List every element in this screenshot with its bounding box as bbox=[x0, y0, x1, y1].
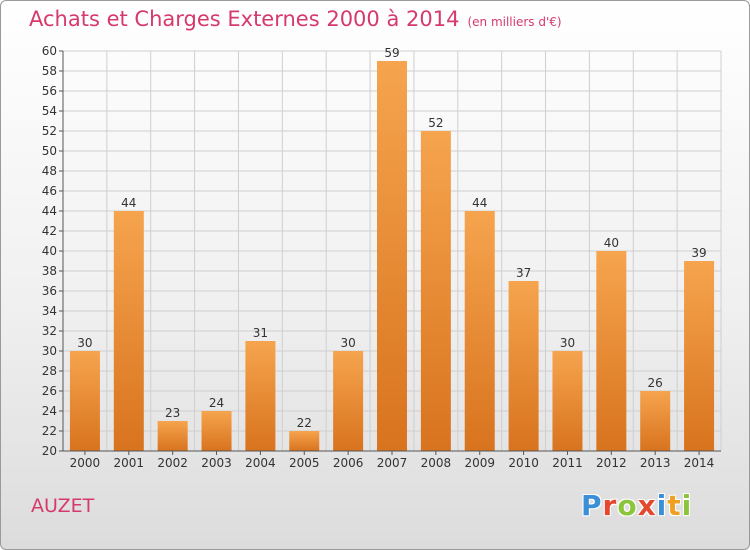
y-tick-label: 38 bbox=[42, 264, 57, 278]
y-tick-label: 42 bbox=[42, 224, 57, 238]
x-tick-label-2006: 2006 bbox=[333, 456, 364, 470]
data-label-2013: 26 bbox=[648, 376, 663, 390]
logo-letter: i bbox=[656, 489, 668, 522]
x-tick-label-2007: 2007 bbox=[377, 456, 408, 470]
y-tick-label: 26 bbox=[42, 384, 57, 398]
data-label-2004: 31 bbox=[253, 326, 268, 340]
y-tick-label: 36 bbox=[42, 284, 57, 298]
commune-name: AUZET bbox=[31, 495, 95, 517]
bar-2000 bbox=[69, 351, 100, 451]
x-tick-label-2012: 2012 bbox=[596, 456, 627, 470]
data-label-2002: 23 bbox=[165, 406, 180, 420]
bar-2005 bbox=[289, 431, 320, 451]
x-tick-label-2013: 2013 bbox=[640, 456, 671, 470]
data-labels: 30 44 23 24 31 22 30 59 52 44 37 30 40 26 39 bbox=[77, 46, 706, 430]
y-tick-label: 54 bbox=[42, 104, 57, 118]
y-tick-label: 48 bbox=[42, 164, 57, 178]
bar-2004 bbox=[245, 341, 276, 451]
x-tick-label-2008: 2008 bbox=[421, 456, 452, 470]
y-tick-label: 60 bbox=[42, 44, 57, 58]
logo-letter: o bbox=[617, 489, 638, 522]
bar-2010 bbox=[508, 281, 539, 451]
x-tick-label-2004: 2004 bbox=[245, 456, 276, 470]
bar-2006 bbox=[333, 351, 364, 451]
x-tick-label-2011: 2011 bbox=[552, 456, 583, 470]
x-tick-label-2003: 2003 bbox=[201, 456, 232, 470]
data-label-2009: 44 bbox=[472, 196, 487, 210]
data-label-2012: 40 bbox=[604, 236, 619, 250]
bar-2002 bbox=[157, 421, 188, 451]
logo-letter: r bbox=[602, 489, 618, 522]
bar-2012 bbox=[596, 251, 627, 451]
data-label-2010: 37 bbox=[516, 266, 531, 280]
data-label-2007: 59 bbox=[384, 46, 399, 60]
axes: 20 22 24 26 28 30 32 34 36 38 40 42 44 46 48 50 52 54 56 58… bbox=[42, 44, 721, 470]
logo-letter: i bbox=[681, 489, 693, 522]
bars bbox=[69, 61, 715, 451]
data-label-2008: 52 bbox=[428, 116, 443, 130]
x-tick-label-2009: 2009 bbox=[464, 456, 495, 470]
bar-2007 bbox=[377, 61, 407, 451]
y-tick-label: 24 bbox=[42, 404, 57, 418]
data-label-2005: 22 bbox=[297, 416, 312, 430]
data-label-2001: 44 bbox=[121, 196, 136, 210]
y-tick-label: 34 bbox=[42, 304, 57, 318]
data-label-2006: 30 bbox=[340, 336, 355, 350]
data-label-2000: 30 bbox=[77, 336, 92, 350]
bar-2003 bbox=[201, 411, 232, 451]
logo-letter: t bbox=[667, 489, 682, 522]
y-tick-label: 56 bbox=[42, 84, 57, 98]
y-tick-label: 50 bbox=[42, 144, 57, 158]
y-tick-label: 28 bbox=[42, 364, 57, 378]
bar-2013 bbox=[640, 391, 671, 451]
x-tick-label-2014: 2014 bbox=[684, 456, 715, 470]
data-label-2014: 39 bbox=[691, 246, 706, 260]
chart-title-text: Achats et Charges Externes 2000 à 2014 bbox=[29, 7, 460, 31]
logo-letter: P bbox=[581, 489, 603, 522]
y-tick-label: 32 bbox=[42, 324, 57, 338]
x-tick-label-2010: 2010 bbox=[508, 456, 539, 470]
y-tick-label: 44 bbox=[42, 204, 57, 218]
chart-subtitle: (en milliers d'€) bbox=[467, 15, 562, 29]
x-tick-label-2002: 2002 bbox=[157, 456, 188, 470]
proxiti-logo: Proxiti bbox=[581, 489, 692, 522]
data-label-2003: 24 bbox=[209, 396, 224, 410]
logo-letter: x bbox=[637, 489, 657, 522]
y-tick-label: 40 bbox=[42, 244, 57, 258]
data-label-2011: 30 bbox=[560, 336, 575, 350]
y-tick-label: 22 bbox=[42, 424, 57, 438]
bar-2008 bbox=[420, 131, 451, 451]
y-tick-label: 20 bbox=[42, 444, 57, 458]
y-tick-label: 52 bbox=[42, 124, 57, 138]
bar-2014 bbox=[684, 261, 715, 451]
x-tick-label-2001: 2001 bbox=[114, 456, 145, 470]
bar-2011 bbox=[552, 351, 583, 451]
bar-2001 bbox=[113, 211, 144, 451]
chart-title: Achats et Charges Externes 2000 à 2014 (e… bbox=[29, 7, 562, 31]
y-tick-label: 30 bbox=[42, 344, 57, 358]
x-tick-label-2000: 2000 bbox=[70, 456, 101, 470]
bar-2009 bbox=[464, 211, 495, 451]
y-tick-label: 58 bbox=[42, 64, 57, 78]
y-tick-label: 46 bbox=[42, 184, 57, 198]
x-tick-label-2005: 2005 bbox=[289, 456, 320, 470]
